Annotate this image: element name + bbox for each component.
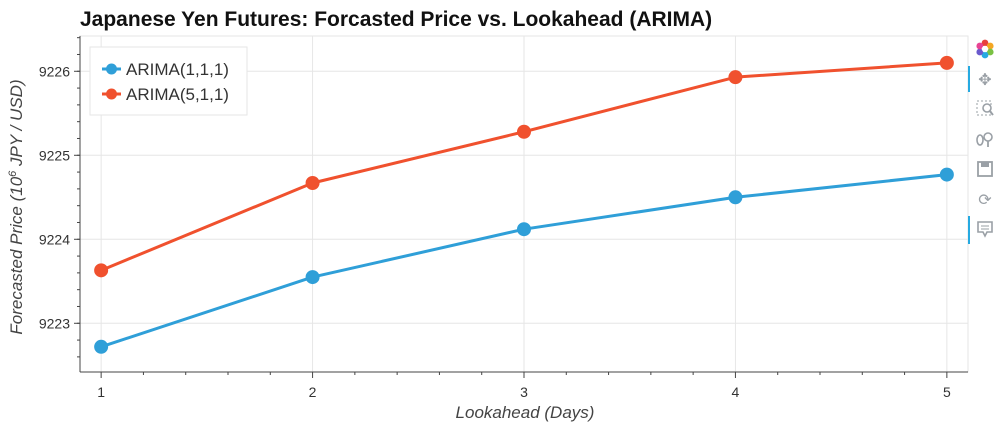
data-point-series-1[interactable] bbox=[728, 70, 743, 85]
x-tick-label: 3 bbox=[520, 384, 528, 400]
wheel-zoom-icon[interactable] bbox=[974, 128, 996, 150]
legend[interactable]: ARIMA(1,1,1) ARIMA(5,1,1) bbox=[89, 46, 248, 116]
legend-marker-arima-111 bbox=[106, 63, 117, 75]
pan-icon[interactable]: ✥ bbox=[978, 69, 992, 89]
data-point-series-0[interactable] bbox=[94, 339, 109, 354]
hover-icon[interactable] bbox=[974, 218, 996, 240]
save-icon[interactable] bbox=[974, 158, 996, 180]
legend-label-arima-511: ARIMA(5,1,1) bbox=[126, 85, 229, 104]
data-point-series-0[interactable] bbox=[728, 190, 743, 205]
y-tick-label: 9224 bbox=[39, 231, 70, 247]
x-tick-label: 2 bbox=[309, 384, 317, 400]
x-tick-label: 1 bbox=[97, 384, 105, 400]
legend-label-arima-111: ARIMA(1,1,1) bbox=[126, 60, 229, 79]
data-point-series-0[interactable] bbox=[517, 222, 531, 237]
data-point-series-1[interactable] bbox=[94, 263, 109, 278]
chart-title: Japanese Yen Futures: Forcasted Price vs… bbox=[80, 8, 713, 31]
data-point-series-1[interactable] bbox=[305, 176, 320, 190]
series-layer bbox=[94, 55, 954, 354]
axes: 9223 9224 9225 9226 1 2 3 4 5 bbox=[39, 36, 968, 400]
active-tool-indicator bbox=[968, 216, 970, 244]
x-tick-label: 5 bbox=[943, 384, 951, 400]
data-point-series-0[interactable] bbox=[939, 167, 954, 182]
y-tick-label: 9225 bbox=[39, 147, 70, 163]
x-axis-label: Lookahead (Days) bbox=[456, 403, 595, 422]
y-axis-label: Forecasted Price (106 JPY / USD) bbox=[7, 79, 26, 334]
data-point-series-0[interactable] bbox=[305, 270, 320, 285]
data-point-series-1[interactable] bbox=[517, 124, 531, 139]
reset-icon[interactable]: ⟳ bbox=[978, 189, 992, 209]
chart-toolbar: ✥ ⟳ bbox=[968, 36, 1000, 256]
y-tick-label: 9223 bbox=[39, 315, 70, 331]
x-tick-label: 4 bbox=[732, 384, 740, 400]
y-tick-label: 9226 bbox=[39, 63, 70, 79]
data-point-series-1[interactable] bbox=[939, 55, 954, 70]
box-zoom-icon[interactable] bbox=[974, 98, 996, 120]
active-tool-indicator bbox=[968, 66, 970, 92]
bokeh-logo-icon[interactable] bbox=[974, 38, 996, 60]
legend-marker-arima-511 bbox=[106, 88, 117, 100]
